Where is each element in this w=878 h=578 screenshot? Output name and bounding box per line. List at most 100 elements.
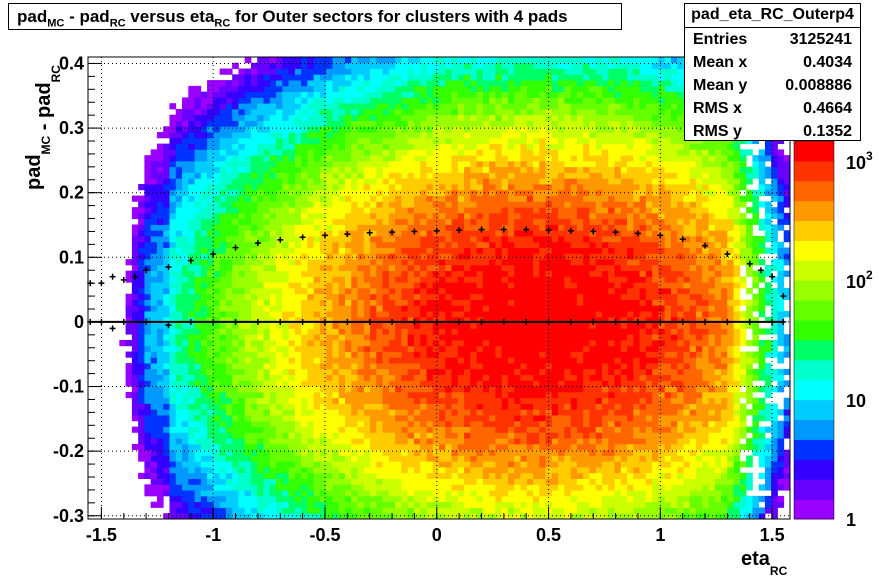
heatmap-cell: [514, 351, 521, 358]
heatmap-cell: [326, 184, 333, 191]
heatmap-cell: [520, 374, 528, 381]
heatmap-cell: [395, 415, 402, 422]
heatmap-cell: [213, 195, 221, 202]
heatmap-cell: [495, 230, 503, 237]
heatmap-cell: [175, 455, 183, 462]
heatmap-cell: [269, 195, 277, 202]
heatmap-cell: [169, 207, 177, 214]
heatmap-cell: [526, 149, 534, 156]
heatmap-cell: [526, 160, 534, 168]
heatmap-cell: [401, 276, 409, 283]
heatmap-cell: [376, 305, 383, 312]
heatmap-cell: [263, 264, 271, 272]
heatmap-cell: [520, 507, 528, 514]
heatmap-cell: [338, 461, 346, 468]
heatmap-cell: [388, 178, 396, 185]
heatmap-cell: [182, 345, 189, 352]
heatmap-cell: [432, 467, 440, 474]
heatmap-cell: [282, 103, 289, 110]
heatmap-cell: [351, 455, 358, 462]
heatmap-cell: [451, 328, 459, 335]
heatmap-cell: [344, 472, 352, 479]
heatmap-cell: [150, 253, 158, 260]
heatmap-cell: [269, 282, 277, 289]
heatmap-cell: [169, 484, 177, 491]
heatmap-cell: [470, 368, 478, 376]
heatmap-cell: [313, 172, 321, 179]
heatmap-cell: [445, 276, 452, 283]
heatmap-cell: [319, 420, 327, 427]
heatmap-cell: [319, 288, 327, 295]
heatmap-cell: [163, 282, 170, 289]
heatmap-cell: [138, 195, 145, 202]
heatmap-cell: [232, 178, 239, 185]
heatmap-cell: [476, 264, 484, 272]
heatmap-cell: [269, 85, 277, 93]
heatmap-cell: [282, 513, 289, 520]
heatmap-cell: [351, 438, 358, 445]
heatmap-cell: [501, 513, 509, 520]
heatmap-cell: [451, 345, 459, 352]
heatmap-cell: [514, 282, 521, 289]
heatmap-cell: [501, 495, 509, 503]
heatmap-cell: [413, 380, 421, 387]
heatmap-cell: [338, 455, 346, 462]
heatmap-cell: [269, 438, 277, 445]
heatmap-cell: [188, 334, 195, 341]
heatmap-cell: [269, 501, 277, 508]
heatmap-cell: [432, 264, 440, 272]
heatmap-cell: [451, 490, 459, 497]
heatmap-cell: [269, 259, 277, 266]
heatmap-cell: [257, 386, 264, 393]
heatmap-cell: [332, 276, 340, 283]
heatmap-cell: [401, 97, 409, 104]
heatmap-cell: [445, 155, 452, 162]
heatmap-cell: [344, 172, 352, 179]
heatmap-cell: [520, 189, 528, 196]
heatmap-cell: [207, 120, 214, 127]
heatmap-cell: [213, 143, 221, 150]
heatmap-cell: [282, 108, 289, 116]
heatmap-cell: [445, 224, 452, 231]
heatmap-cell: [238, 380, 246, 387]
heatmap-cell: [451, 259, 459, 266]
heatmap-cell: [194, 426, 202, 433]
heatmap-cell: [533, 282, 540, 289]
heatmap-cell: [294, 160, 302, 168]
heatmap-cell: [200, 293, 208, 300]
heatmap-cell: [225, 513, 233, 520]
heatmap-cell: [250, 311, 258, 318]
heatmap-cell: [276, 97, 283, 104]
heatmap-cell: [476, 415, 484, 422]
heatmap-cell: [213, 495, 221, 503]
heatmap-cell: [257, 374, 264, 381]
heatmap-cell: [313, 345, 321, 352]
heatmap-cell: [470, 270, 478, 277]
heatmap-cell: [232, 172, 239, 179]
heatmap-cell: [526, 339, 534, 347]
heatmap-cell: [426, 311, 434, 318]
heatmap-cell: [420, 403, 427, 410]
heatmap-cell: [307, 443, 315, 451]
heatmap-cell: [138, 293, 145, 300]
heatmap-cell: [363, 374, 371, 381]
heatmap-cell: [175, 195, 183, 202]
heatmap-cell: [363, 357, 371, 364]
heatmap-cell: [357, 449, 365, 456]
heatmap-cell: [182, 236, 189, 243]
heatmap-cell: [319, 189, 327, 196]
heatmap-cell: [144, 449, 152, 456]
heatmap-cell: [464, 311, 471, 318]
heatmap-cell: [163, 484, 170, 491]
heatmap-cell: [232, 114, 239, 121]
heatmap-cell: [413, 438, 421, 445]
heatmap-cell: [439, 230, 446, 237]
heatmap-cell: [232, 143, 239, 150]
heatmap-cell: [413, 189, 421, 196]
heatmap-cell: [401, 114, 409, 121]
heatmap-cell: [395, 149, 402, 156]
heatmap-cell: [263, 155, 271, 162]
heatmap-cell: [238, 212, 246, 220]
heatmap-cell: [326, 212, 333, 220]
heatmap-cell: [507, 420, 515, 427]
